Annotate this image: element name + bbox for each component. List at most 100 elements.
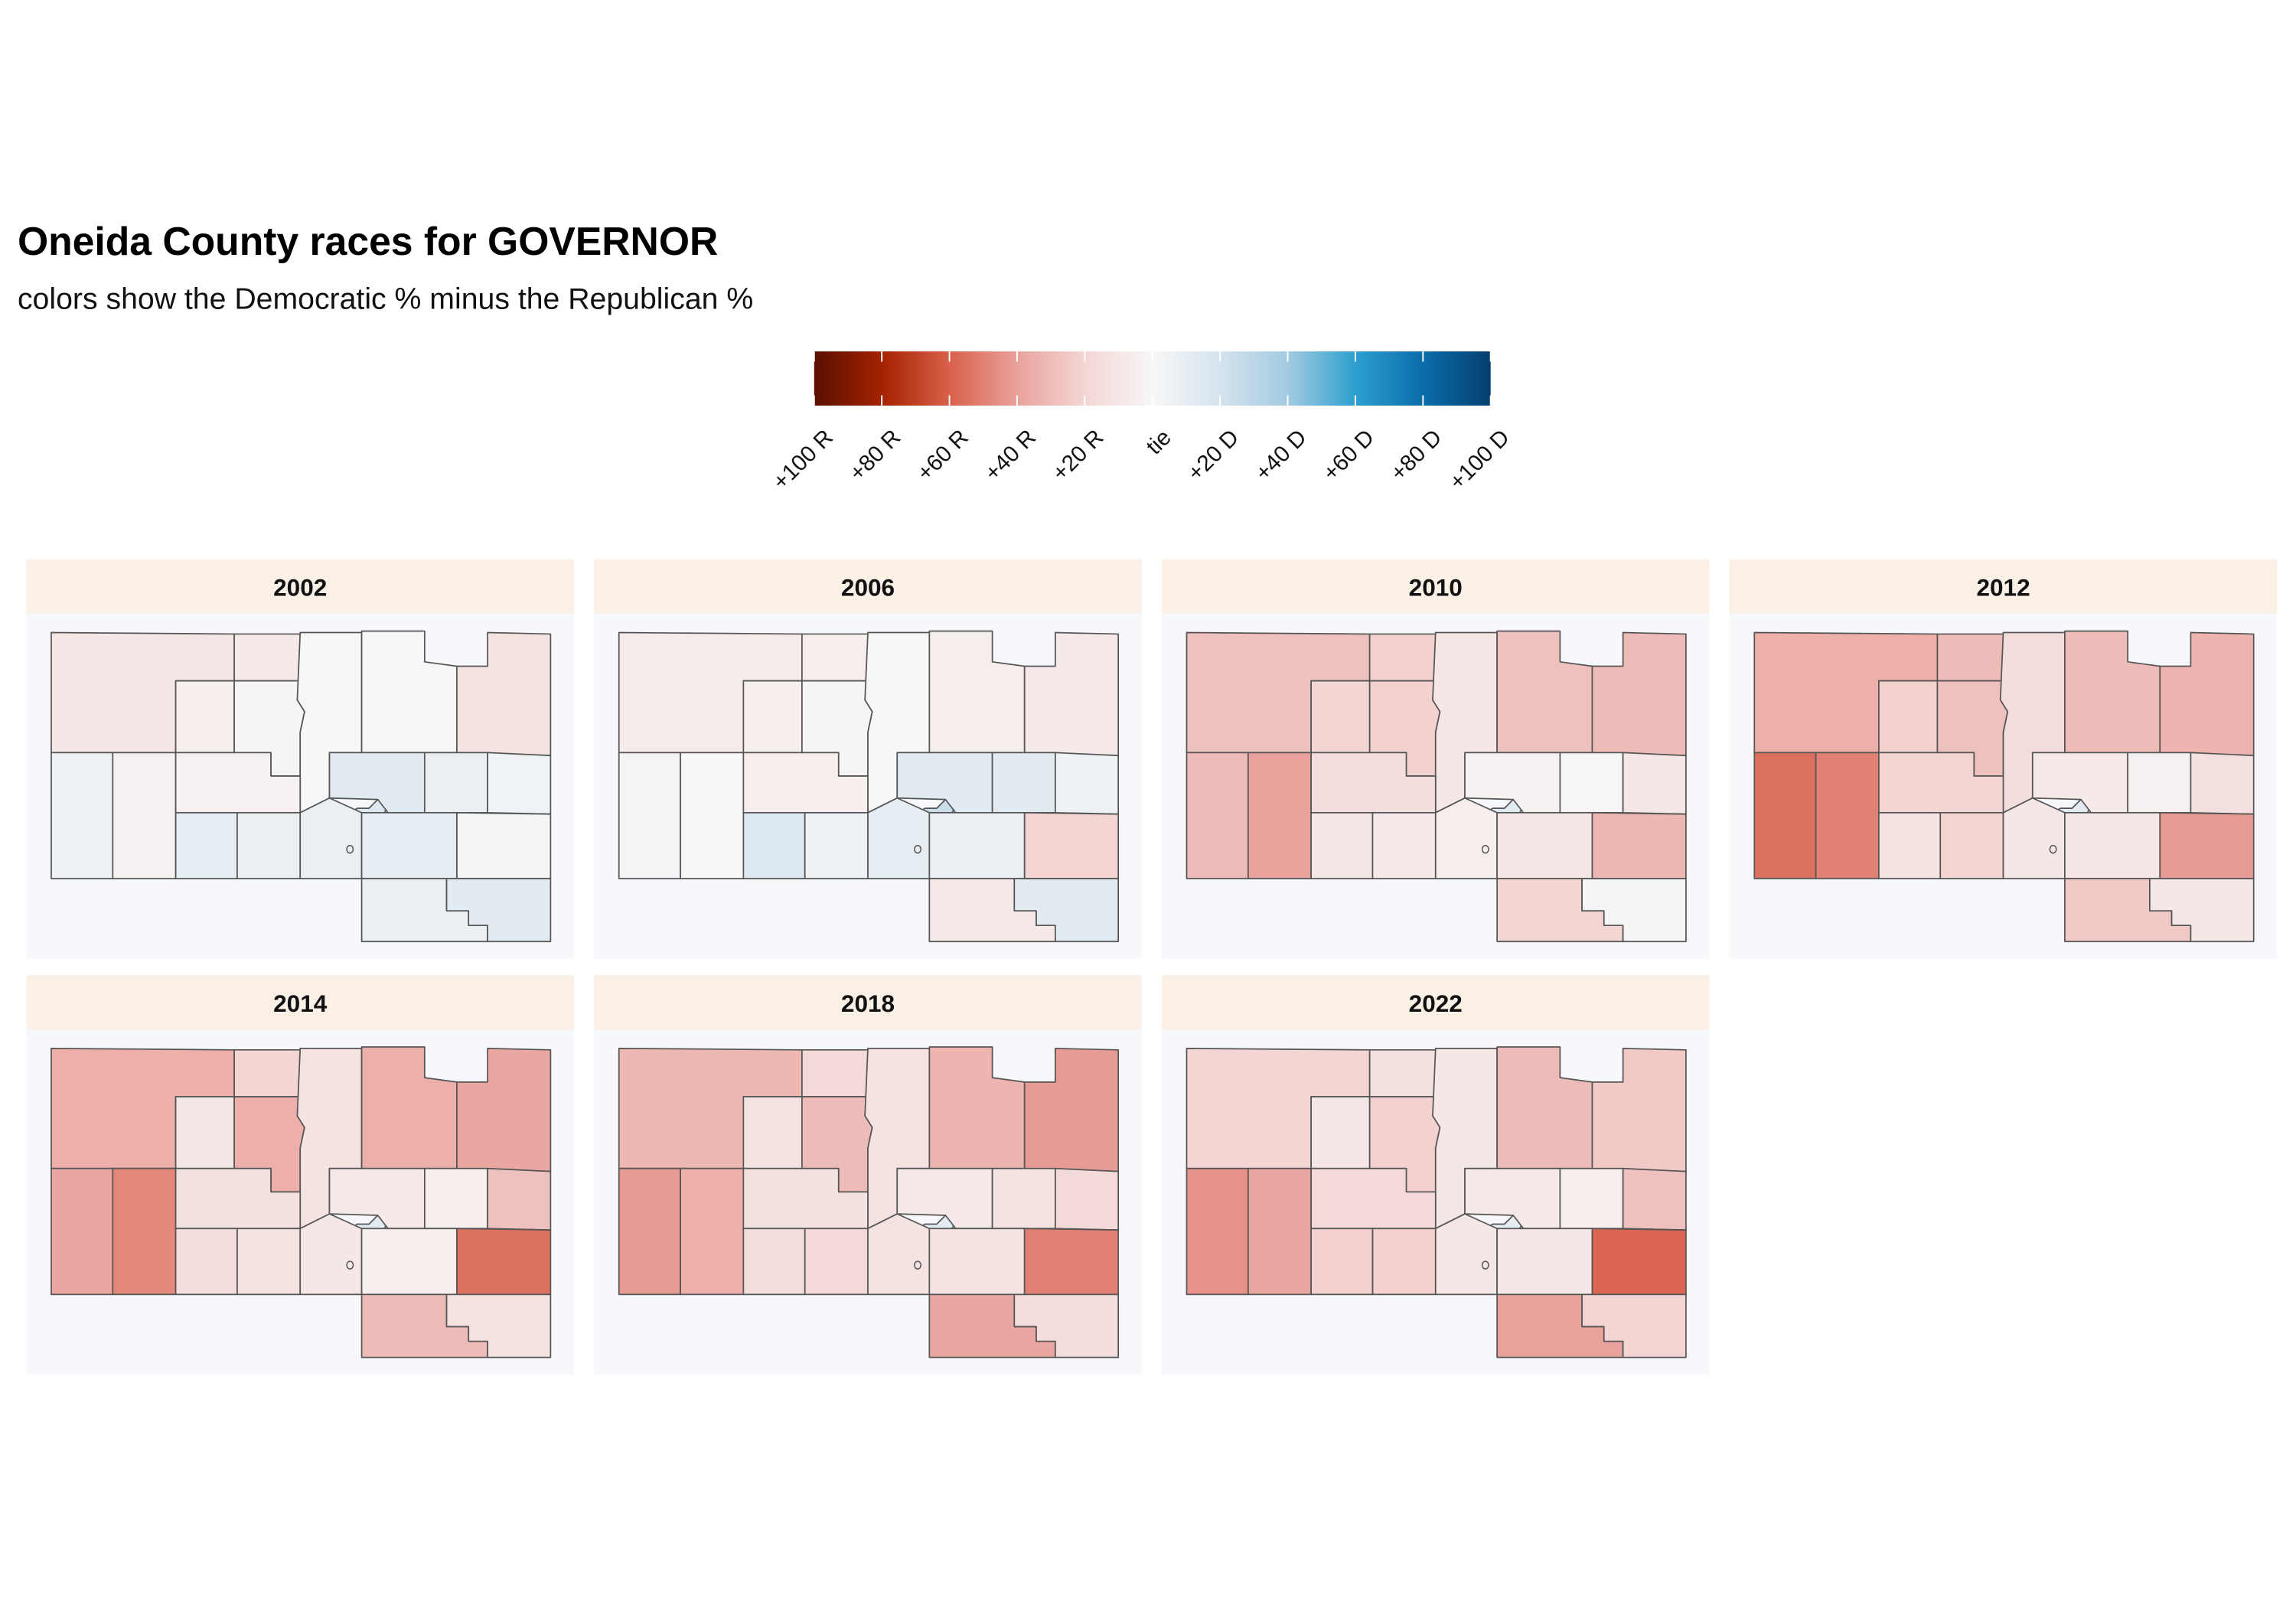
municipality	[867, 797, 931, 879]
municipality	[1496, 812, 1593, 879]
municipality	[804, 812, 869, 879]
municipality	[1878, 812, 1942, 879]
municipality	[928, 812, 1026, 879]
legend-label: tie	[1141, 425, 1176, 459]
municipality	[1055, 752, 1120, 815]
legend-label: +100 D	[1444, 425, 1515, 495]
panel-label: 2018	[841, 990, 895, 1017]
municipality	[1939, 812, 2004, 879]
municipality	[1496, 1228, 1593, 1296]
municipality	[1368, 633, 1437, 682]
municipality	[1023, 812, 1120, 879]
map-panel: 2006	[594, 559, 1142, 960]
panel-strip	[26, 559, 574, 614]
legend-label: +60 D	[1318, 425, 1379, 486]
legend-label: +80 D	[1386, 425, 1447, 486]
municipality	[1878, 680, 1939, 754]
panel-strip	[1729, 559, 2278, 614]
legend-label: +60 R	[912, 425, 974, 486]
legend-label: +40 R	[980, 425, 1041, 486]
municipality	[1559, 1167, 1624, 1230]
panel-strip	[1161, 975, 1710, 1030]
panel-label: 2006	[841, 574, 895, 602]
municipality	[236, 1228, 302, 1296]
municipality	[1622, 752, 1687, 815]
municipality	[423, 752, 488, 814]
map-panel: 2010	[1161, 559, 1710, 960]
panel-strip	[1161, 559, 1710, 614]
map-panel: 2022	[1161, 975, 1710, 1375]
municipality	[618, 752, 681, 879]
municipality	[112, 752, 177, 879]
municipality	[1815, 752, 1880, 879]
municipality	[1581, 878, 1687, 943]
municipality	[174, 680, 235, 754]
municipality	[233, 1048, 302, 1097]
municipality	[680, 752, 745, 879]
municipality	[360, 812, 458, 879]
municipality	[1368, 1048, 1437, 1097]
map-panel: 2012	[1729, 559, 2278, 960]
municipality	[1247, 752, 1312, 879]
lake-outline	[1481, 1260, 1489, 1270]
municipality	[1186, 1167, 1249, 1296]
municipality	[742, 1228, 806, 1296]
municipality	[1371, 1228, 1437, 1296]
map-panel: 2018	[594, 975, 1142, 1375]
municipality	[299, 1213, 363, 1296]
panel-strip	[594, 975, 1142, 1030]
municipality	[445, 1293, 552, 1358]
municipality	[1581, 1293, 1687, 1358]
municipality	[174, 1096, 235, 1169]
municipality	[1310, 680, 1371, 754]
lake-outline	[914, 844, 922, 854]
municipality	[299, 797, 363, 879]
municipality	[487, 752, 552, 815]
panel-label: 2010	[1409, 574, 1463, 602]
municipality	[2002, 797, 2066, 879]
municipality	[804, 1228, 869, 1296]
municipality	[360, 1228, 458, 1296]
municipality	[742, 1096, 803, 1169]
map-panel: 2002	[26, 559, 574, 960]
municipality	[1559, 752, 1624, 814]
municipality	[1434, 1213, 1498, 1296]
lake-outline	[2049, 844, 2057, 854]
municipality	[1434, 797, 1498, 879]
panel-label: 2012	[1976, 574, 2030, 602]
municipality	[680, 1167, 745, 1296]
municipality	[1310, 1228, 1374, 1296]
municipality	[742, 680, 803, 754]
municipality	[1310, 812, 1374, 879]
lake-outline	[346, 1260, 354, 1270]
municipality	[1622, 1167, 1687, 1231]
municipality	[1055, 1167, 1120, 1231]
municipality	[2190, 752, 2255, 815]
municipality	[112, 1167, 177, 1296]
municipality	[1310, 1096, 1371, 1169]
municipality	[51, 1167, 114, 1296]
municipality	[174, 812, 238, 879]
legend-label: +80 R	[844, 425, 905, 486]
panel-label: 2014	[273, 990, 328, 1017]
municipality	[1371, 812, 1437, 879]
legend-label: +20 D	[1182, 425, 1244, 486]
map-panel: 2014	[26, 975, 574, 1375]
municipality	[1013, 1293, 1120, 1358]
municipality	[928, 1228, 1026, 1296]
municipality	[801, 1048, 869, 1097]
municipality	[456, 1228, 552, 1296]
municipality	[1591, 1228, 1687, 1296]
lake-outline	[346, 844, 354, 854]
municipality	[233, 633, 302, 682]
panel-strip	[594, 559, 1142, 614]
panel-label: 2022	[1409, 990, 1463, 1017]
municipality	[174, 1228, 238, 1296]
municipality	[867, 1213, 931, 1296]
municipality	[991, 752, 1056, 814]
panel-label: 2002	[273, 574, 327, 602]
municipality	[742, 812, 806, 879]
municipality	[618, 1167, 681, 1296]
